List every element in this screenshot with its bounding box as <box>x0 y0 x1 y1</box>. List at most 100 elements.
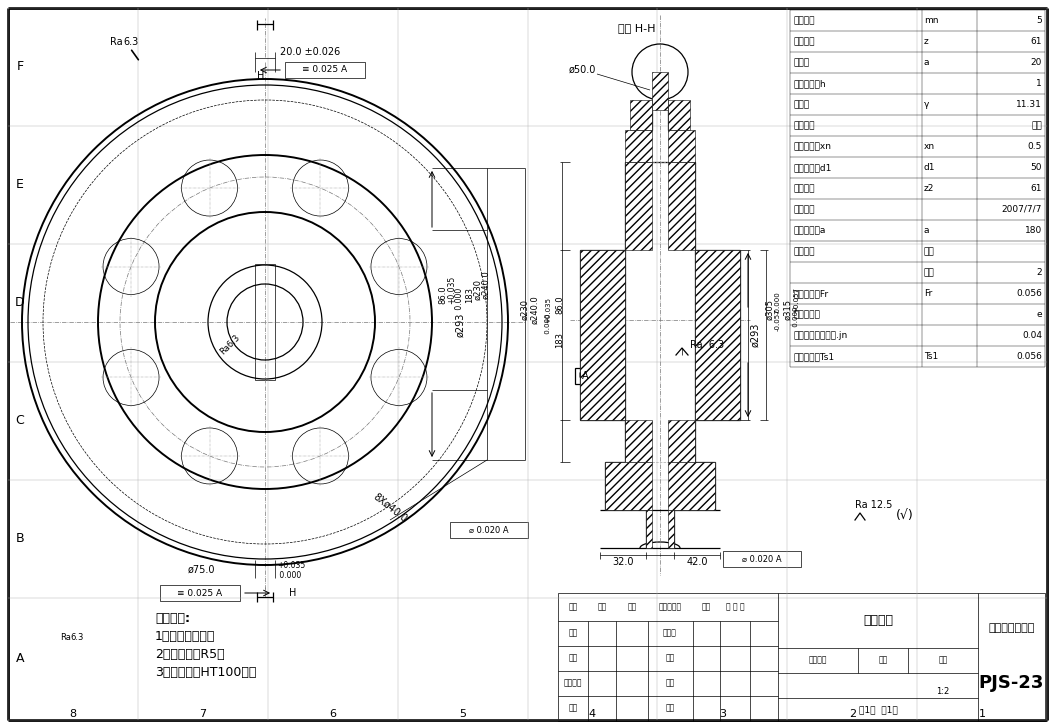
Text: ø305: ø305 <box>766 299 774 320</box>
Text: 3: 3 <box>718 709 726 719</box>
Text: 剖面 H-H: 剖面 H-H <box>618 23 655 33</box>
Text: 轴向模数: 轴向模数 <box>793 16 814 25</box>
Bar <box>450 522 528 538</box>
Text: Ra6.3: Ra6.3 <box>218 333 242 357</box>
Polygon shape <box>625 130 652 162</box>
Text: F: F <box>17 60 23 74</box>
Text: ≡ 0.025 A: ≡ 0.025 A <box>177 588 223 598</box>
Text: 齿数: 齿数 <box>924 268 935 277</box>
Text: 比例: 比例 <box>938 655 947 665</box>
Text: 0.000: 0.000 <box>793 306 799 329</box>
Text: 设计: 设计 <box>569 628 578 638</box>
Text: 86.0: 86.0 <box>556 296 564 314</box>
Text: 底盘旋转涡轮轴: 底盘旋转涡轮轴 <box>989 623 1035 633</box>
Bar <box>160 585 239 601</box>
Polygon shape <box>668 162 695 250</box>
Text: 工艺: 工艺 <box>666 654 674 662</box>
Text: 2，未注圆角R5。: 2，未注圆角R5。 <box>155 647 225 660</box>
Text: 50: 50 <box>1031 163 1042 172</box>
Bar <box>285 62 365 78</box>
Text: 蜗轮齿数: 蜗轮齿数 <box>793 184 814 193</box>
Text: 32.0: 32.0 <box>612 557 634 567</box>
Text: ø293: ø293 <box>750 323 760 347</box>
Text: ø50.0: ø50.0 <box>569 65 596 75</box>
Text: 20.0 ±0.026: 20.0 ±0.026 <box>280 47 340 57</box>
Text: 蜗杆分度圆d1: 蜗杆分度圆d1 <box>793 163 831 172</box>
Text: D: D <box>15 296 25 309</box>
Text: ø293: ø293 <box>455 313 465 337</box>
Text: 1，金属模铸造。: 1，金属模铸造。 <box>155 630 215 643</box>
Text: 8Xø40.0: 8Xø40.0 <box>371 491 409 524</box>
Polygon shape <box>630 100 652 130</box>
Text: 1: 1 <box>1036 79 1042 88</box>
Text: 0.056: 0.056 <box>1016 289 1042 298</box>
Polygon shape <box>668 100 690 130</box>
Text: 传动中心距a: 传动中心距a <box>793 226 825 235</box>
Text: 0.056: 0.056 <box>1016 352 1042 361</box>
Text: 20: 20 <box>1031 58 1042 67</box>
Text: ø315: ø315 <box>784 299 792 320</box>
Text: C: C <box>16 414 24 427</box>
Text: 阶段标记: 阶段标记 <box>809 655 827 665</box>
Text: 锡磷青铜: 锡磷青铜 <box>863 614 893 627</box>
Text: 6: 6 <box>329 709 337 719</box>
Text: d1: d1 <box>924 163 936 172</box>
Text: 11.31: 11.31 <box>1016 100 1042 109</box>
Text: 导程角: 导程角 <box>793 100 809 109</box>
Text: 0.000: 0.000 <box>277 571 302 580</box>
Text: 齿顶高系数h: 齿顶高系数h <box>793 79 826 88</box>
Text: 蜗轮齿数: 蜗轮齿数 <box>793 37 814 46</box>
Text: ≡ 0.025 A: ≡ 0.025 A <box>303 66 347 74</box>
Text: 分区: 分区 <box>628 603 636 612</box>
Text: 标记: 标记 <box>569 603 578 612</box>
Text: 0.5: 0.5 <box>1028 142 1042 151</box>
Polygon shape <box>652 72 668 110</box>
Text: Ra 12.5: Ra 12.5 <box>855 500 893 510</box>
Text: 右旋: 右旋 <box>1031 121 1042 130</box>
Text: -0.057: -0.057 <box>775 309 781 331</box>
Text: 5: 5 <box>1036 16 1042 25</box>
Text: mn: mn <box>924 16 939 25</box>
Text: 蜗杆齿厚差Ts1: 蜗杆齿厚差Ts1 <box>793 352 835 361</box>
Text: xn: xn <box>924 142 935 151</box>
Text: 重量: 重量 <box>879 655 887 665</box>
Bar <box>558 593 1046 721</box>
Bar <box>723 551 801 567</box>
Text: Ra  6.3: Ra 6.3 <box>690 340 724 350</box>
Polygon shape <box>625 420 652 462</box>
Bar <box>255 264 275 380</box>
Text: 批出: 批出 <box>569 703 578 713</box>
Text: z: z <box>924 37 928 46</box>
Text: 180: 180 <box>1024 226 1042 235</box>
Text: H: H <box>257 71 265 81</box>
Text: 侧隙种类：: 侧隙种类： <box>793 310 820 319</box>
Text: ø230: ø230 <box>474 280 482 301</box>
Text: 图号: 图号 <box>924 247 935 256</box>
Text: 0.000: 0.000 <box>545 314 551 336</box>
Text: A: A <box>581 371 589 381</box>
Polygon shape <box>695 250 740 420</box>
Text: PJS-23: PJS-23 <box>979 674 1044 692</box>
Text: 7: 7 <box>199 709 207 719</box>
Polygon shape <box>605 462 652 510</box>
Text: 年 月 日: 年 月 日 <box>726 603 745 612</box>
Text: Ts1: Ts1 <box>924 352 938 361</box>
Text: 径向变位系xn: 径向变位系xn <box>793 142 831 151</box>
Text: ⌀ 0.020 A: ⌀ 0.020 A <box>469 526 509 534</box>
Polygon shape <box>668 420 695 462</box>
Text: 8: 8 <box>70 709 77 719</box>
Text: 2007/7/7: 2007/7/7 <box>1001 205 1042 214</box>
Text: e: e <box>1036 310 1042 319</box>
Text: 2: 2 <box>848 709 856 719</box>
Text: 主管设计: 主管设计 <box>563 678 582 687</box>
Text: 更改文件号: 更改文件号 <box>658 603 682 612</box>
Text: H: H <box>289 588 296 598</box>
Bar <box>652 162 668 508</box>
Text: 1: 1 <box>979 709 985 719</box>
Text: +0.035: +0.035 <box>277 561 305 571</box>
Polygon shape <box>625 162 652 250</box>
Text: 61: 61 <box>1031 184 1042 193</box>
Text: 183: 183 <box>556 332 564 348</box>
Polygon shape <box>580 250 625 420</box>
Text: 1:2: 1:2 <box>937 687 950 695</box>
